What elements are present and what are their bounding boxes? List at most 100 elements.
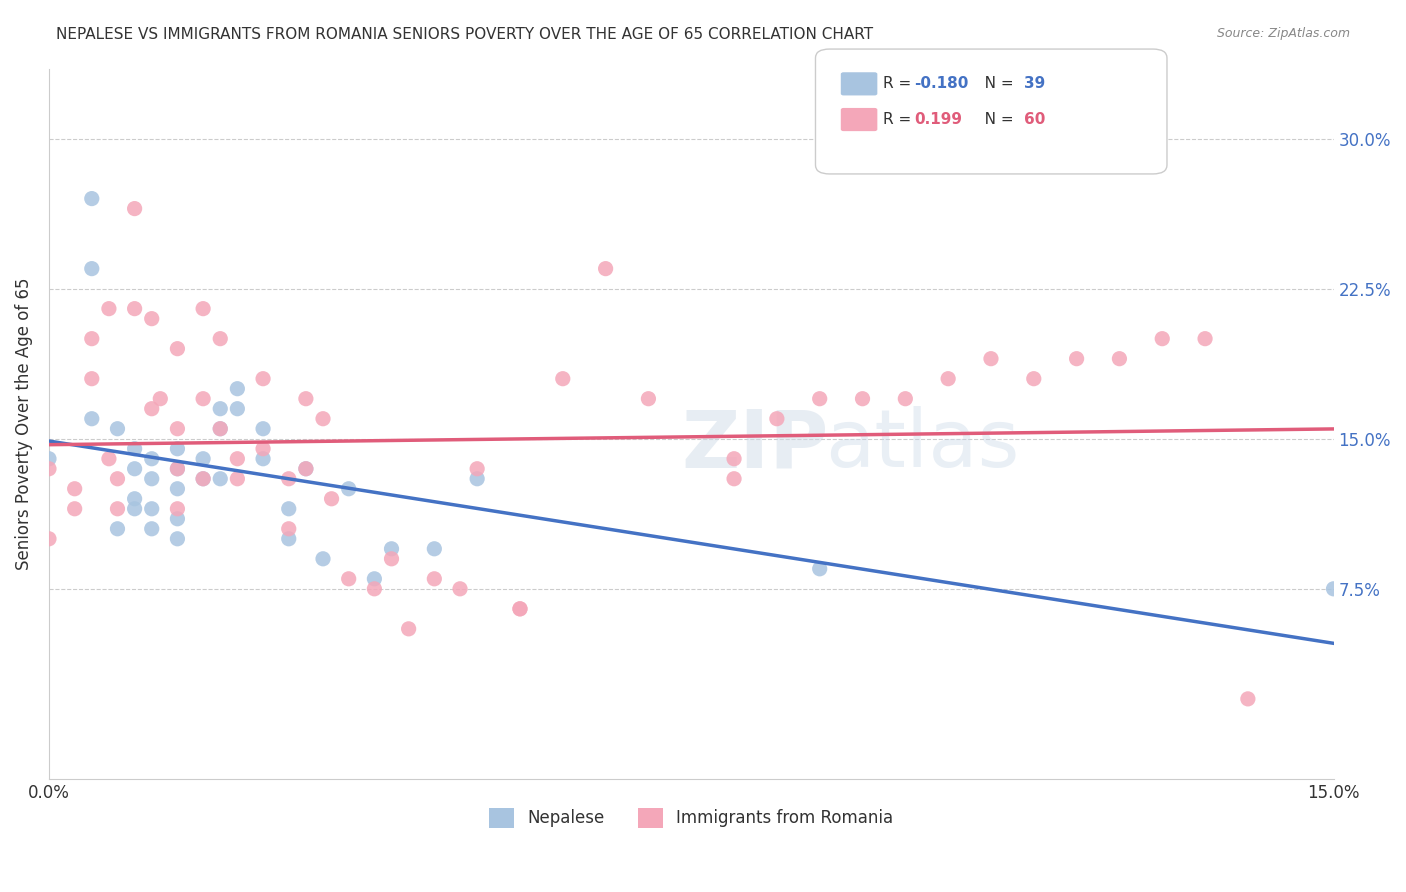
Point xyxy=(80,411,103,425)
Text: -0.180: -0.180 xyxy=(914,77,969,91)
Point xyxy=(141,472,163,486)
Text: N =: N = xyxy=(970,112,1018,127)
Point xyxy=(107,422,129,436)
Point xyxy=(63,482,86,496)
Point xyxy=(80,261,103,276)
Point xyxy=(124,442,146,456)
Point xyxy=(509,602,531,616)
Point xyxy=(337,572,360,586)
Point xyxy=(1322,582,1344,596)
Point xyxy=(166,342,188,356)
Point xyxy=(312,551,335,566)
Point xyxy=(107,501,129,516)
Text: Source: ZipAtlas.com: Source: ZipAtlas.com xyxy=(1216,27,1350,40)
Point xyxy=(191,472,214,486)
Point xyxy=(38,532,60,546)
Text: ZIP: ZIP xyxy=(682,406,830,484)
Point xyxy=(321,491,343,506)
Point xyxy=(449,582,471,596)
Point xyxy=(766,411,789,425)
Point xyxy=(191,392,214,406)
Point xyxy=(38,461,60,475)
Point xyxy=(191,472,214,486)
Point xyxy=(312,411,335,425)
Point xyxy=(141,401,163,416)
Point xyxy=(295,461,318,475)
Point xyxy=(209,401,232,416)
Legend: Nepalese, Immigrants from Romania: Nepalese, Immigrants from Romania xyxy=(482,801,900,835)
Point xyxy=(124,202,146,216)
Point xyxy=(423,541,446,556)
Point xyxy=(808,562,831,576)
Point xyxy=(363,572,385,586)
Point xyxy=(465,472,488,486)
Point xyxy=(209,472,232,486)
Point xyxy=(1108,351,1130,366)
Point xyxy=(808,392,831,406)
Point xyxy=(380,551,402,566)
Point xyxy=(398,622,420,636)
Point xyxy=(894,392,917,406)
Text: N =: N = xyxy=(970,77,1018,91)
Point xyxy=(551,372,574,386)
Point xyxy=(1194,332,1216,346)
Point xyxy=(1066,351,1088,366)
Point xyxy=(252,372,274,386)
Point xyxy=(141,522,163,536)
Y-axis label: Seniors Poverty Over the Age of 65: Seniors Poverty Over the Age of 65 xyxy=(15,277,32,570)
Text: 0.199: 0.199 xyxy=(914,112,962,127)
Text: R =: R = xyxy=(883,112,921,127)
Point xyxy=(124,301,146,316)
Point xyxy=(166,442,188,456)
Point xyxy=(166,532,188,546)
Point xyxy=(423,572,446,586)
Point xyxy=(226,451,249,466)
Point xyxy=(723,451,745,466)
Point xyxy=(509,602,531,616)
Point xyxy=(1022,372,1045,386)
Point xyxy=(124,501,146,516)
Point xyxy=(226,382,249,396)
Point xyxy=(209,332,232,346)
Point xyxy=(226,401,249,416)
Point xyxy=(252,451,274,466)
Point xyxy=(149,392,172,406)
Point xyxy=(252,422,274,436)
Point xyxy=(277,501,299,516)
Point xyxy=(209,422,232,436)
Point xyxy=(277,522,299,536)
Point xyxy=(166,461,188,475)
Point xyxy=(380,541,402,556)
Point xyxy=(277,472,299,486)
Point xyxy=(209,422,232,436)
Point xyxy=(80,372,103,386)
Point xyxy=(97,301,120,316)
Point xyxy=(295,392,318,406)
Point xyxy=(337,482,360,496)
Point xyxy=(166,461,188,475)
Point xyxy=(191,301,214,316)
Point xyxy=(107,522,129,536)
Point xyxy=(166,422,188,436)
Point xyxy=(226,472,249,486)
Point xyxy=(1237,691,1260,706)
Point xyxy=(107,472,129,486)
Point xyxy=(465,461,488,475)
Point xyxy=(936,372,959,386)
Point xyxy=(851,392,873,406)
Text: 39: 39 xyxy=(1024,77,1045,91)
Point xyxy=(63,501,86,516)
Point xyxy=(1152,332,1174,346)
Point xyxy=(637,392,659,406)
Point xyxy=(38,451,60,466)
Point xyxy=(252,442,274,456)
Point xyxy=(363,582,385,596)
Point xyxy=(124,461,146,475)
Text: atlas: atlas xyxy=(825,406,1019,484)
Text: 60: 60 xyxy=(1024,112,1045,127)
Text: R =: R = xyxy=(883,77,917,91)
Point xyxy=(166,501,188,516)
Point xyxy=(80,192,103,206)
Text: NEPALESE VS IMMIGRANTS FROM ROMANIA SENIORS POVERTY OVER THE AGE OF 65 CORRELATI: NEPALESE VS IMMIGRANTS FROM ROMANIA SENI… xyxy=(56,27,873,42)
Point xyxy=(124,491,146,506)
